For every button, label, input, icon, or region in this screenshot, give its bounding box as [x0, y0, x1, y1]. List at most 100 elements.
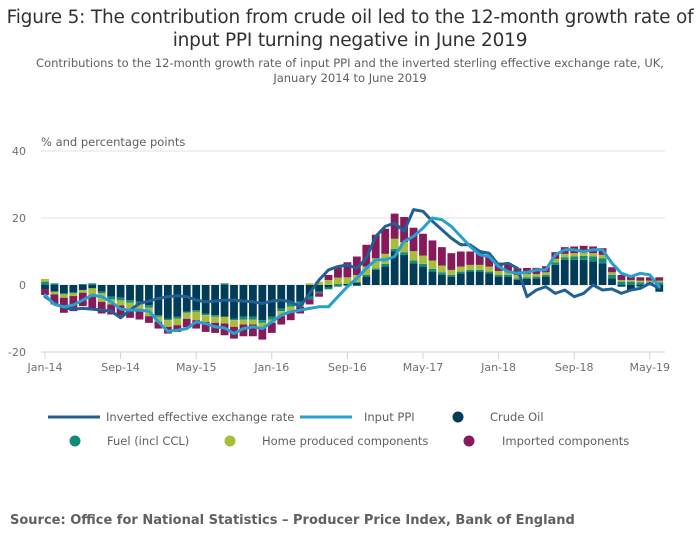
bar-crude-oil — [107, 285, 116, 297]
bar-crude-oil — [579, 259, 588, 285]
bar-crude-oil — [324, 285, 333, 288]
bar-crude-oil — [230, 285, 238, 319]
bar-crude-oil — [513, 279, 522, 285]
legend-item-exchange-rate: Inverted effective exchange rate — [48, 410, 294, 424]
bar-fuel — [334, 285, 342, 287]
bar-home-produced — [173, 318, 182, 326]
bar-fuel — [69, 292, 78, 294]
bar-fuel — [267, 316, 276, 320]
bar-home-produced — [466, 264, 475, 270]
bar-crude-oil — [352, 282, 361, 285]
bar-fuel — [286, 303, 295, 307]
bar-home-produced — [230, 320, 238, 327]
bar-imported — [475, 253, 484, 265]
bar-home-produced — [88, 288, 97, 296]
bar-fuel — [362, 274, 371, 277]
bar-imported — [579, 245, 588, 253]
bar-home-produced — [400, 242, 408, 253]
x-tick-label: May-17 — [403, 361, 444, 374]
bar-home-produced — [78, 290, 87, 293]
bar-fuel — [532, 276, 541, 279]
bar-fuel — [315, 291, 323, 294]
bar-home-produced — [617, 279, 626, 282]
bar-fuel — [466, 269, 475, 272]
legend-label: Input PPI — [364, 410, 415, 424]
bar-home-produced — [154, 316, 163, 322]
legend: Inverted effective exchange rate Input PP… — [48, 410, 629, 448]
bar-crude-oil — [456, 273, 465, 285]
bar-home-produced — [362, 266, 371, 275]
bar-crude-oil — [381, 266, 390, 285]
bar-home-produced — [315, 281, 323, 285]
bar-fuel — [560, 257, 569, 260]
bar-imported — [334, 267, 342, 278]
bar-imported — [258, 327, 267, 340]
bar-imported — [88, 295, 97, 309]
bar-fuel — [390, 248, 399, 252]
bar-fuel — [504, 274, 512, 277]
bar-crude-oil — [589, 261, 597, 285]
bar-fuel — [305, 296, 314, 300]
bar-crude-oil — [466, 271, 475, 285]
bar-imported — [239, 324, 248, 337]
bar-home-produced — [192, 311, 201, 321]
x-tick-label: Jan-16 — [253, 361, 289, 374]
bar-home-produced — [645, 280, 654, 283]
bar-home-produced — [211, 316, 219, 323]
bar-imported — [97, 301, 106, 314]
bar-imported — [352, 256, 361, 275]
bar-crude-oil — [97, 285, 106, 292]
bar-fuel — [598, 258, 607, 264]
bar-crude-oil — [504, 276, 512, 285]
bar-crude-oil — [173, 285, 182, 317]
bar-home-produced — [523, 273, 531, 278]
bar-crude-oil — [163, 285, 172, 319]
bar-fuel — [428, 268, 437, 272]
bar-home-produced — [286, 306, 295, 312]
x-tick-label: Jan-18 — [480, 361, 516, 374]
bar-imported — [201, 321, 210, 332]
bar-fuel — [50, 283, 59, 285]
bar-home-produced — [456, 266, 465, 272]
bar-fuel — [438, 272, 446, 275]
legend-dot-swatch — [463, 435, 475, 447]
bar-home-produced — [589, 253, 597, 257]
bar-fuel — [627, 281, 635, 285]
bar-fuel — [230, 318, 238, 321]
bar-fuel — [97, 291, 106, 294]
bar-imported — [409, 227, 418, 252]
line-input-ppi — [43, 216, 661, 336]
bar-crude-oil — [598, 263, 607, 285]
bar-crude-oil — [182, 285, 191, 312]
bar-fuel — [409, 260, 418, 264]
legend-item-fuel: Fuel (incl CCL) — [69, 434, 189, 448]
bar-fuel — [192, 310, 201, 312]
bar-crude-oil — [192, 285, 201, 311]
bar-home-produced — [428, 260, 437, 269]
legend-item-imported: Imported components — [463, 434, 629, 448]
bar-fuel — [447, 274, 456, 277]
bar-imported — [107, 304, 116, 315]
bar-home-produced — [126, 302, 134, 310]
bar-home-produced — [570, 253, 579, 257]
bar-fuel — [116, 297, 125, 301]
bar-imported — [466, 251, 475, 265]
bar-imported — [456, 251, 465, 267]
bar-home-produced — [438, 265, 446, 273]
bar-fuel — [249, 316, 257, 320]
y-axis-ticks: -20 0 20 40 — [8, 145, 26, 359]
x-tick-label: Jan-14 — [27, 361, 63, 374]
bar-home-produced — [305, 283, 314, 285]
bar-crude-oil — [78, 285, 87, 291]
bar-fuel — [277, 308, 286, 312]
bar-crude-oil — [88, 285, 97, 289]
bar-crude-oil — [438, 274, 446, 285]
legend-item-home-produced: Home produced components — [224, 434, 428, 448]
bar-imported — [154, 321, 163, 329]
bar-crude-oil — [41, 285, 49, 290]
bar-fuel — [551, 262, 560, 265]
x-tick-label: May-19 — [630, 361, 671, 374]
bar-fuel — [41, 281, 49, 285]
source-note: Source: Office for National Statistics –… — [10, 513, 575, 528]
